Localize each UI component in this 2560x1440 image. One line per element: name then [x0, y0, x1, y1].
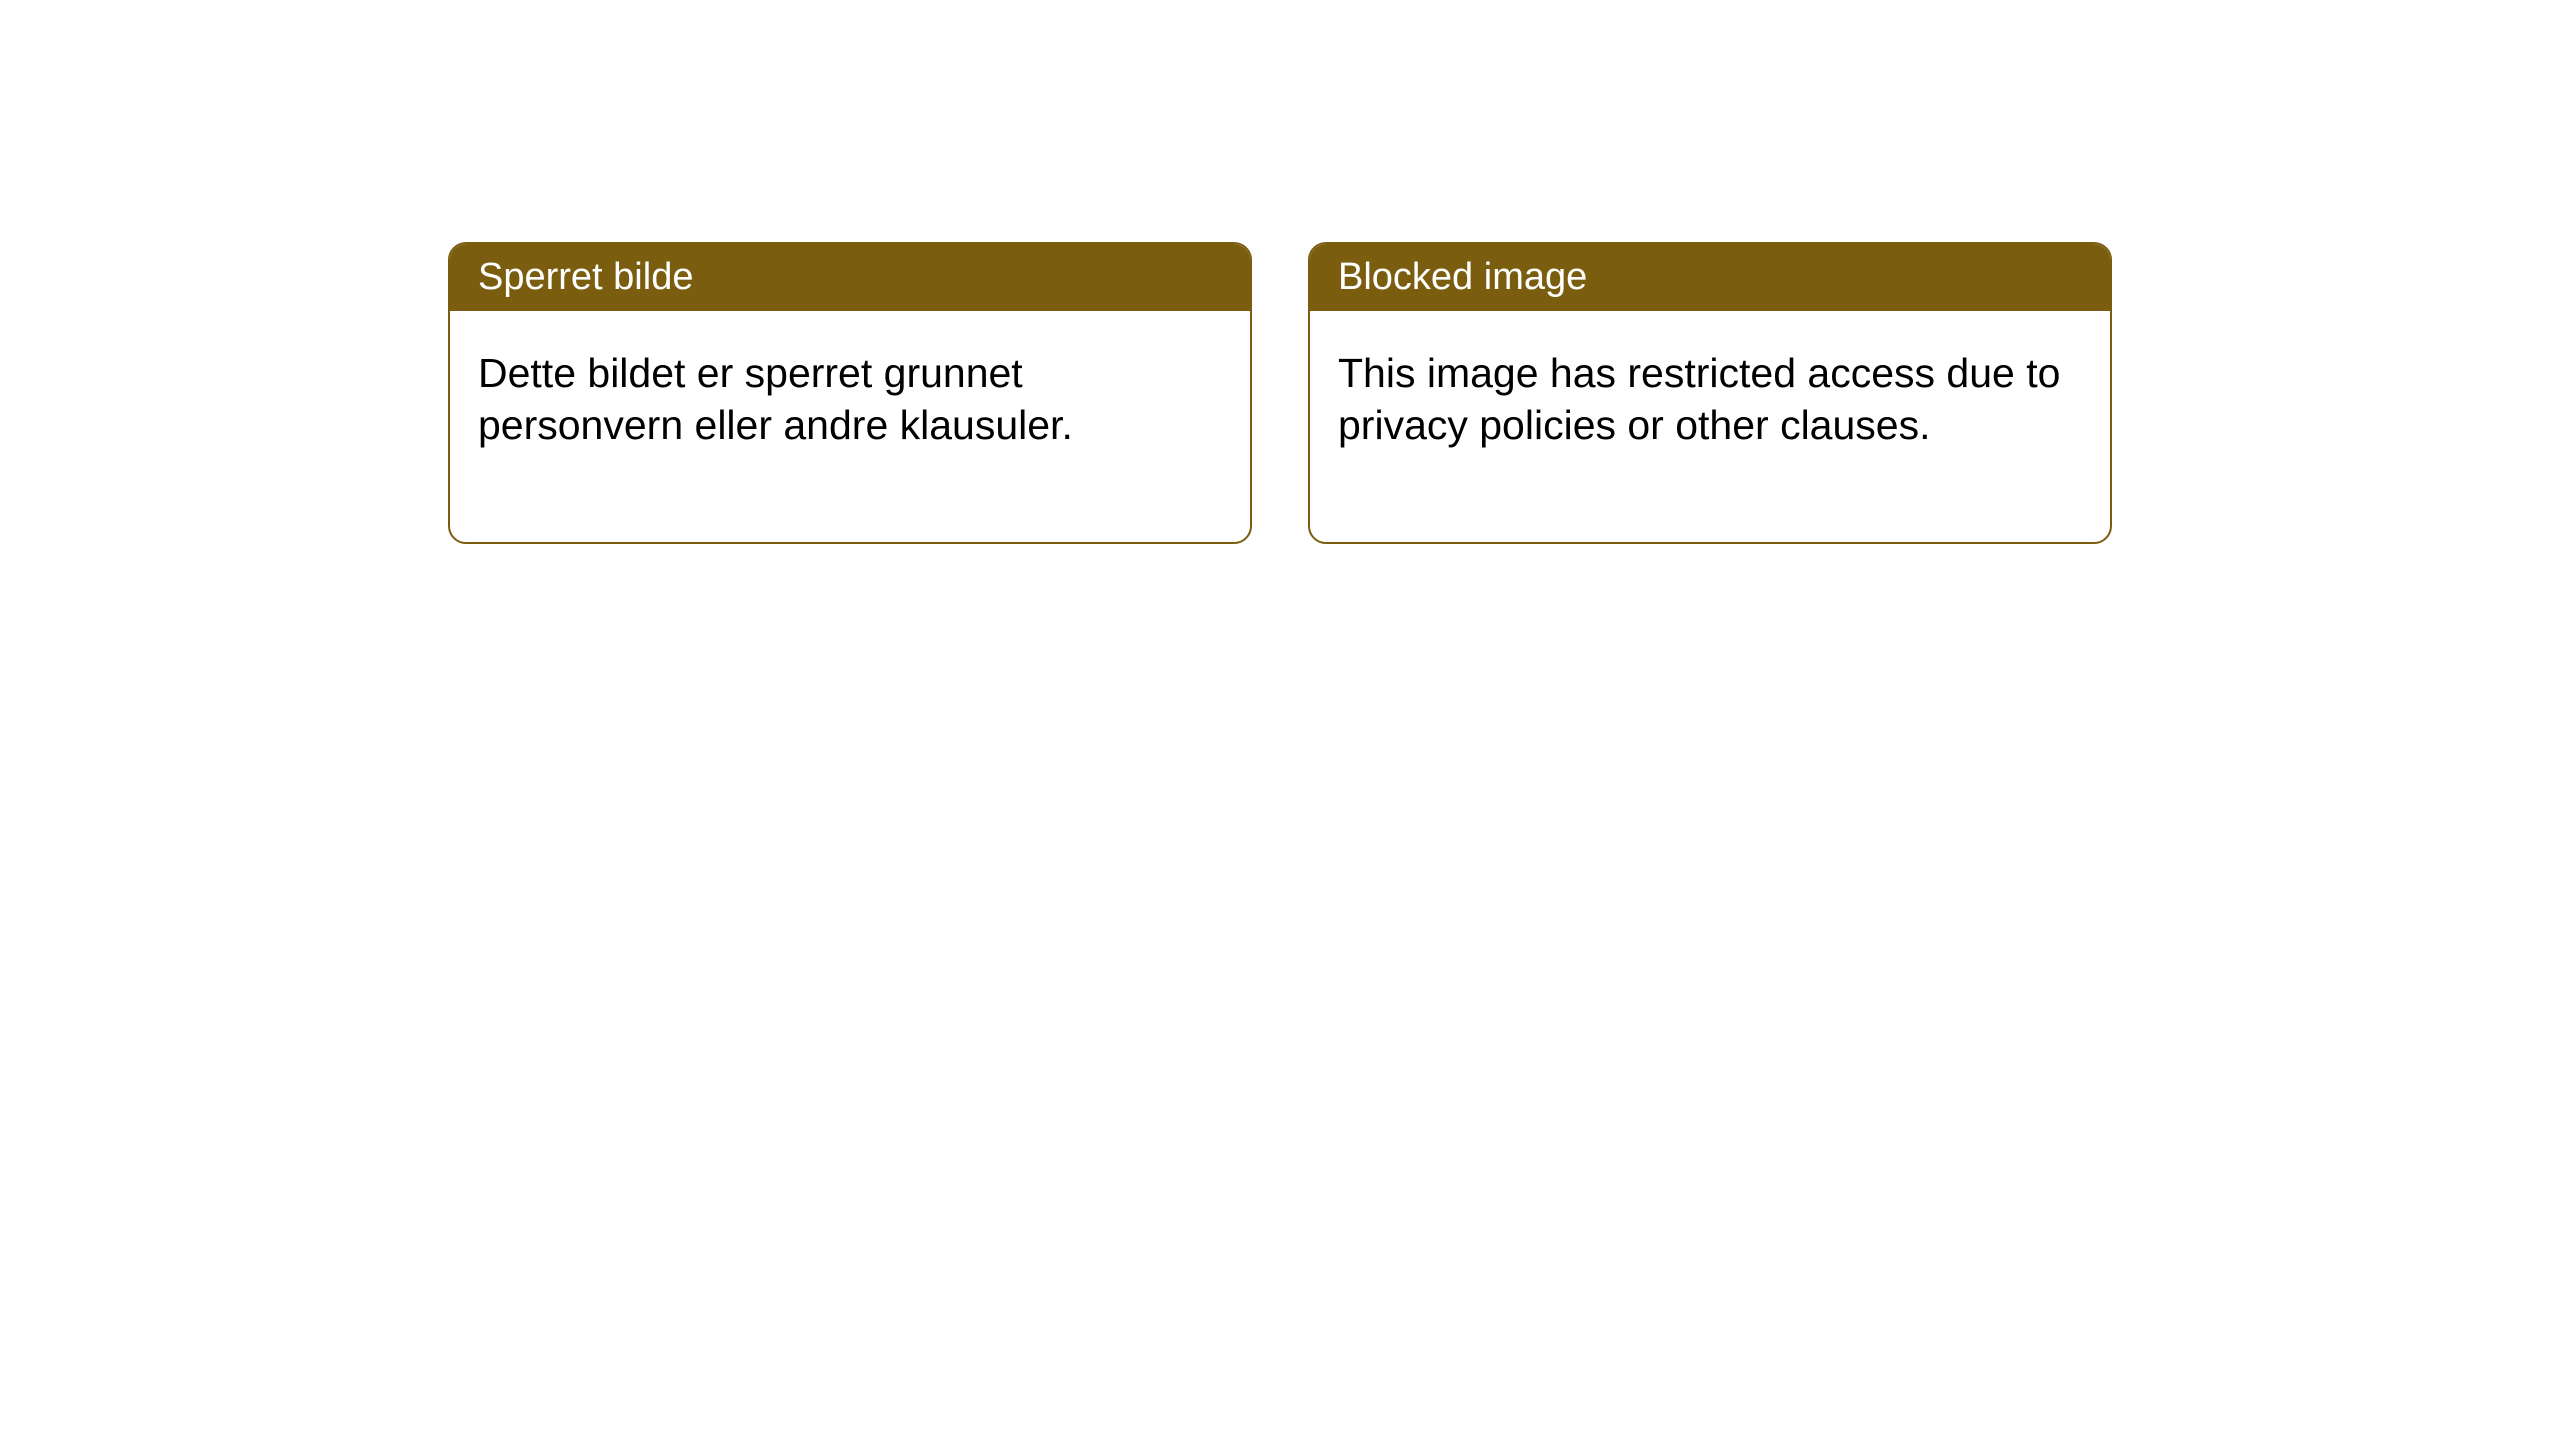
notice-container: Sperret bilde Dette bildet er sperret gr… — [448, 242, 2112, 544]
notice-header-english: Blocked image — [1310, 244, 2110, 311]
notice-card-norwegian: Sperret bilde Dette bildet er sperret gr… — [448, 242, 1252, 544]
notice-header-norwegian: Sperret bilde — [450, 244, 1250, 311]
notice-card-english: Blocked image This image has restricted … — [1308, 242, 2112, 544]
notice-body-norwegian: Dette bildet er sperret grunnet personve… — [450, 311, 1250, 542]
notice-body-english: This image has restricted access due to … — [1310, 311, 2110, 542]
